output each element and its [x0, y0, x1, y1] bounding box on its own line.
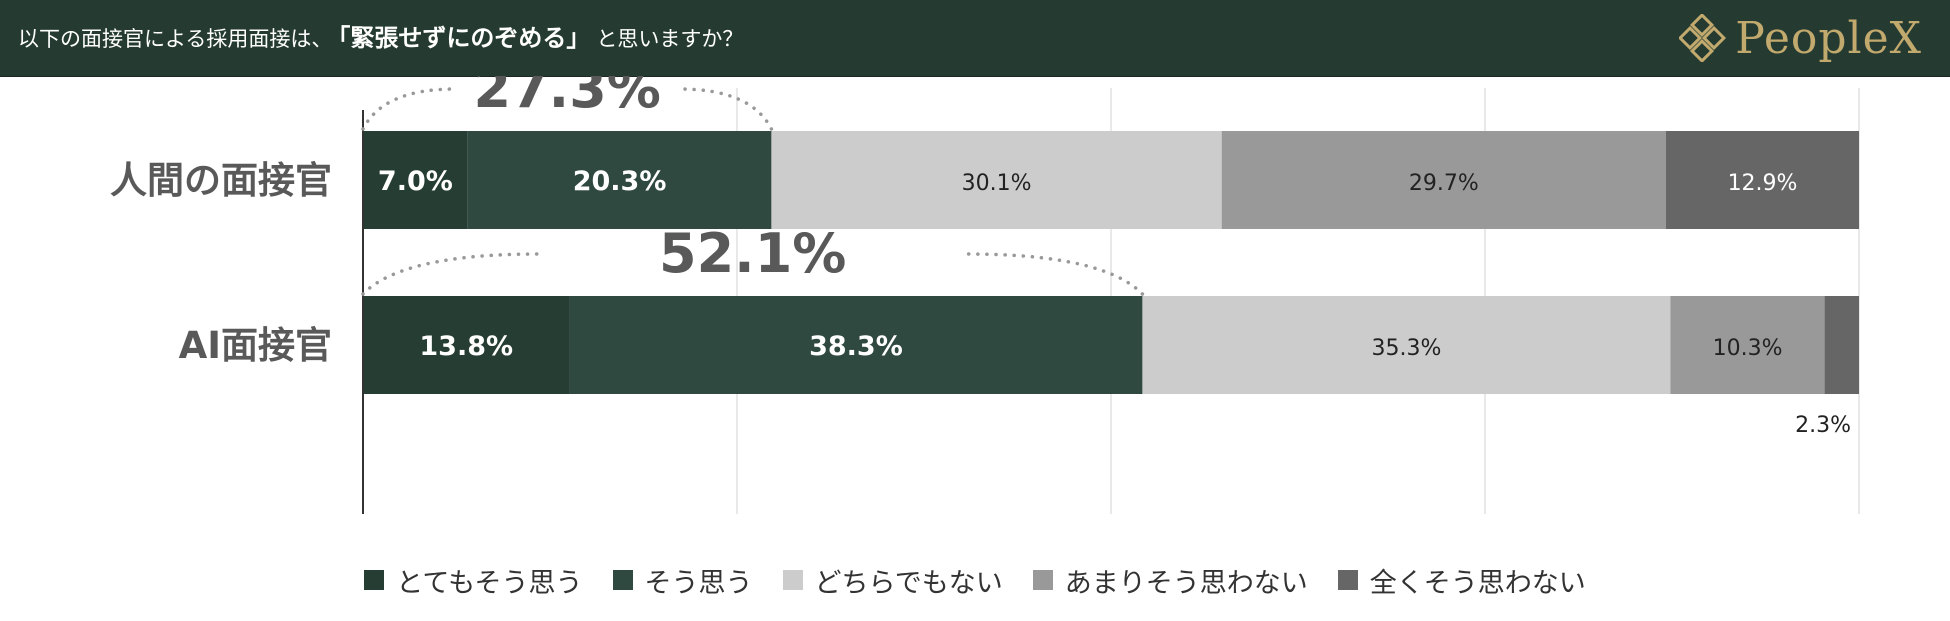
peoplex-logo: PeopleX	[1679, 10, 1922, 66]
bar-segment	[771, 131, 1222, 229]
bar-segment	[467, 131, 772, 229]
bar-segment	[1666, 131, 1859, 229]
data-label: 35.3%	[1372, 336, 1442, 361]
category-label: 人間の面接官	[110, 159, 332, 202]
legend-swatch	[1337, 570, 1358, 590]
bar-segment	[1142, 296, 1671, 394]
total-annotation: 27.3%	[474, 76, 661, 120]
data-label: 29.7%	[1409, 171, 1479, 196]
diamond-logo-icon	[1679, 14, 1727, 62]
legend-item: そう思う	[612, 561, 753, 600]
legend-label: 全くそう思わない	[1369, 567, 1586, 599]
bracket-dots	[361, 87, 457, 131]
data-label: 30.1%	[962, 171, 1032, 196]
bar-segment	[1824, 296, 1859, 394]
title-suffix: と思いますか？	[596, 27, 744, 51]
data-label: 7.0%	[378, 166, 453, 197]
bracket-dots	[361, 252, 541, 296]
header-bar: 以下の面接官による採用面接は、 「緊張せずにのぞめる」 と思いますか？ People…	[0, 0, 1950, 77]
data-label: 10.3%	[1713, 336, 1783, 361]
page-title: 以下の面接官による採用面接は、 「緊張せずにのぞめる」 と思いますか？	[18, 20, 743, 57]
legend-swatch	[1032, 570, 1053, 590]
category-label: AI面接官	[179, 324, 332, 367]
legend-label: どちらでもない	[814, 567, 1003, 599]
stacked-bar-chart: 人間の面接官 AI面接官 7.0% 20.3% 30.1% 29.7% 12.9% 13.8%…	[110, 76, 1860, 514]
legend-item: どちらでもない	[782, 561, 1003, 600]
bracket-dots	[965, 252, 1145, 296]
bar-segment	[363, 131, 468, 229]
bar-segment	[1221, 131, 1667, 229]
legend-item: 全くそう思わない	[1337, 561, 1586, 600]
legend-item: あまりそう思わない	[1032, 561, 1308, 600]
data-label: 20.3%	[573, 166, 667, 197]
chart-legend: とてもそう思う そう思う どちらでもない あまりそう思わない 全くそう思わない	[0, 560, 1950, 600]
data-label: 12.9%	[1728, 171, 1798, 196]
title-prefix: 以下の面接官による採用面接は、	[18, 27, 333, 51]
legend-item: とてもそう思う	[364, 561, 583, 600]
legend-swatch	[364, 570, 385, 590]
total-annotation: 52.1%	[659, 222, 846, 285]
data-label: 13.8%	[419, 331, 513, 362]
legend-swatch	[612, 570, 633, 590]
legend-label: あまりそう思わない	[1064, 567, 1308, 599]
data-label: 2.3%	[1795, 413, 1851, 438]
title-emphasis: 「緊張せずにのぞめる」	[338, 24, 591, 52]
legend-label: そう思う	[644, 567, 753, 599]
bar-segment	[1670, 296, 1825, 394]
legend-label: とてもそう思う	[396, 567, 583, 599]
logo-text: PeopleX	[1735, 12, 1922, 64]
data-label: 38.3%	[809, 331, 903, 362]
legend-swatch	[782, 570, 803, 590]
bar-segment	[569, 296, 1143, 394]
bar-segment	[363, 296, 570, 394]
bracket-dots	[677, 87, 774, 131]
